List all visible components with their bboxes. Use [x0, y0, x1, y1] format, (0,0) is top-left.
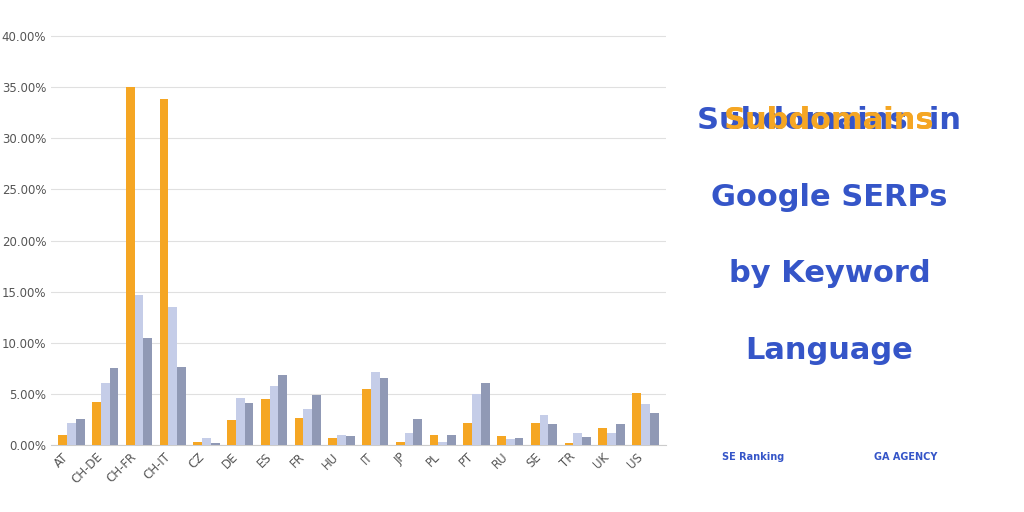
- Bar: [641, 404, 650, 445]
- Bar: [515, 438, 523, 445]
- Text: Language: Language: [745, 336, 913, 365]
- Bar: [303, 409, 312, 445]
- Bar: [632, 393, 641, 445]
- Text: Subdomains: Subdomains: [724, 106, 935, 135]
- Bar: [362, 389, 371, 445]
- Bar: [583, 437, 591, 445]
- Bar: [607, 433, 616, 445]
- Text: Google SERPs: Google SERPs: [712, 183, 947, 211]
- Bar: [143, 338, 153, 445]
- Bar: [312, 395, 321, 445]
- Bar: [202, 438, 211, 445]
- Text: SE Ranking: SE Ranking: [722, 452, 784, 462]
- Bar: [564, 443, 573, 445]
- Bar: [58, 435, 67, 445]
- Bar: [100, 383, 110, 445]
- Bar: [380, 378, 388, 445]
- Bar: [346, 436, 354, 445]
- Bar: [481, 383, 489, 445]
- Bar: [227, 420, 236, 445]
- Bar: [396, 442, 404, 445]
- Bar: [245, 403, 253, 445]
- Bar: [650, 413, 658, 445]
- Bar: [279, 375, 287, 445]
- Bar: [92, 402, 100, 445]
- Bar: [371, 372, 380, 445]
- Bar: [598, 428, 607, 445]
- Bar: [160, 99, 168, 445]
- Text: GA AGENCY: GA AGENCY: [874, 452, 938, 462]
- Bar: [295, 418, 303, 445]
- Bar: [329, 438, 337, 445]
- Bar: [616, 424, 625, 445]
- Bar: [497, 436, 506, 445]
- Bar: [168, 307, 177, 445]
- Bar: [464, 423, 472, 445]
- Bar: [506, 439, 515, 445]
- Bar: [269, 386, 279, 445]
- Bar: [573, 433, 583, 445]
- Bar: [110, 368, 119, 445]
- Text: by Keyword: by Keyword: [729, 260, 930, 288]
- Bar: [447, 435, 456, 445]
- Bar: [126, 87, 134, 445]
- Bar: [530, 423, 540, 445]
- Bar: [414, 419, 422, 445]
- Bar: [67, 423, 76, 445]
- Text: Subdomains: Subdomains: [724, 106, 935, 135]
- Bar: [430, 435, 438, 445]
- Bar: [134, 295, 143, 445]
- Bar: [236, 398, 245, 445]
- Bar: [472, 394, 481, 445]
- Bar: [261, 399, 269, 445]
- Bar: [404, 433, 414, 445]
- Bar: [540, 415, 549, 445]
- Text: Subdomains  in: Subdomains in: [697, 106, 962, 135]
- Bar: [211, 443, 220, 445]
- Bar: [177, 367, 186, 445]
- Bar: [337, 435, 346, 445]
- Bar: [194, 442, 202, 445]
- Bar: [76, 419, 85, 445]
- Bar: [438, 442, 447, 445]
- Bar: [549, 424, 557, 445]
